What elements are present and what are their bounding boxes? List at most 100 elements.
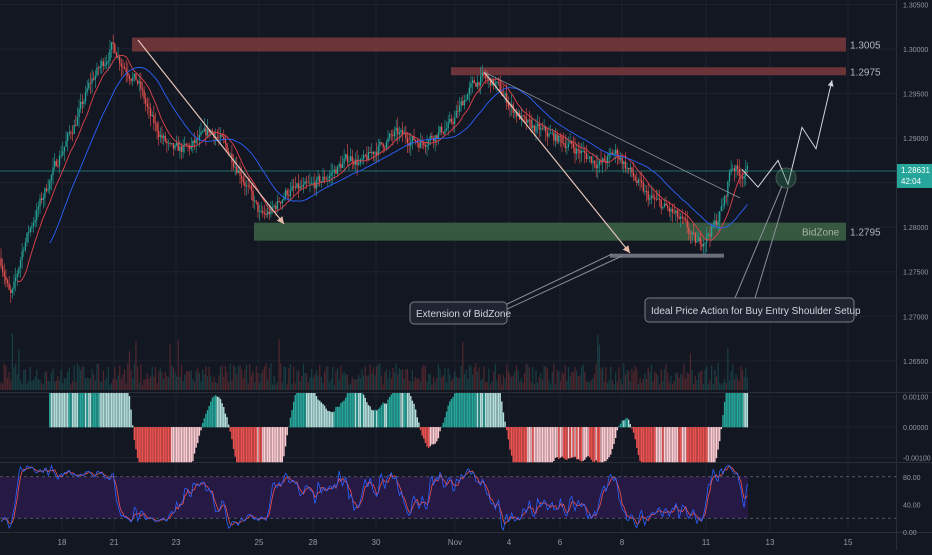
volume-bar [478,367,480,390]
candle-body [190,145,192,149]
candlesticks [0,34,749,303]
volume-bar [294,383,296,390]
histogram-tick-label: 0.00100 [903,395,928,402]
candle-body [727,181,729,197]
moving-average-line [49,67,748,244]
histogram-pane[interactable] [0,393,896,463]
candle-body [127,72,129,76]
histogram-bar [353,393,355,428]
volume-bar [481,378,483,390]
histogram-bar [322,403,324,428]
candle-body [400,130,402,133]
volume-bar [169,343,171,390]
volume-bar [333,384,335,390]
histogram-bar [489,393,492,428]
candle-body [572,143,575,148]
volume-bar [338,380,340,390]
candle-body [221,134,223,137]
histogram-bar [447,405,449,428]
volume-bar [75,381,77,390]
candle-body [351,156,353,162]
price-axis[interactable]: 1.305001.300001.295001.290001.285001.280… [897,0,932,392]
histogram-bar [689,427,692,463]
candle-body [606,156,609,164]
candle-body [597,165,599,169]
volume-bar [558,371,560,390]
candle-body [172,143,175,149]
candle-body [483,72,485,76]
volume-bar [406,369,409,390]
candle-body [684,218,687,220]
histogram-bar [310,393,313,428]
histogram-bar [545,427,547,463]
candle-body [8,283,10,290]
candle-body [532,125,534,129]
candle-body [675,210,677,213]
volume-bar [229,363,231,390]
price-zone [451,67,846,76]
volume-bar [645,378,648,390]
histogram-bar [663,427,666,463]
price-level-label: 1.2795 [850,228,881,239]
candle-body [463,100,466,106]
volume-bar [592,378,594,390]
candle-body [382,143,384,148]
candle-body [367,151,370,160]
candle-body [514,112,516,114]
histogram-bar [535,427,537,463]
histogram-bar [351,393,353,428]
volume-bar [450,380,453,390]
histogram-bar [91,393,93,428]
volume-bar [327,366,329,390]
candle-body [523,115,526,117]
candle-body [219,134,222,138]
candle-body [262,210,264,214]
histogram-bar [634,427,636,440]
volume-bar [419,381,422,390]
volume-bar [608,379,610,390]
volume-bar [665,363,667,390]
histogram-bar [203,418,205,428]
time-tick-label: 4 [507,538,512,547]
time-tick-label: 6 [558,538,563,547]
volume-bar [741,370,744,390]
volume-bar [110,383,113,390]
histogram-bar [595,427,597,461]
volume-bar [163,378,165,390]
volume-bar [252,371,254,390]
histogram-bar [426,427,428,447]
volume-bar [471,374,474,390]
candle-body [143,90,145,99]
candle-body [309,183,311,184]
time-axis[interactable]: 18 21 23 25 28 30 Nov 4 6 8 11 13 15 [58,538,853,547]
candle-body [680,216,682,219]
volume-bar [223,376,225,390]
candle-body [185,143,188,145]
volume-bar [345,374,347,390]
histogram-bar [662,427,664,463]
oscillator-pane[interactable] [0,464,896,531]
histogram-bar [704,427,706,463]
candle-body [21,250,23,261]
volume-bar [159,367,161,390]
volume-bar [146,373,148,390]
candle-body [668,207,670,212]
volume-bar [60,369,62,390]
volume-bar [93,374,95,390]
histogram-bar [177,427,179,463]
candle-body [197,138,199,140]
histogram-bar [192,427,194,462]
histogram-bar [367,405,370,428]
candle-body [47,189,49,191]
candle-body [590,156,592,163]
histogram-tick-label: 0.00000 [903,425,928,432]
volume-bar [634,365,636,390]
candle-body [595,164,597,169]
volume-bar [701,370,703,390]
candle-body [722,205,724,207]
candle-body [224,138,227,144]
volume-bar [197,367,199,390]
volume-bar [219,367,222,390]
histogram-bar [730,393,732,428]
